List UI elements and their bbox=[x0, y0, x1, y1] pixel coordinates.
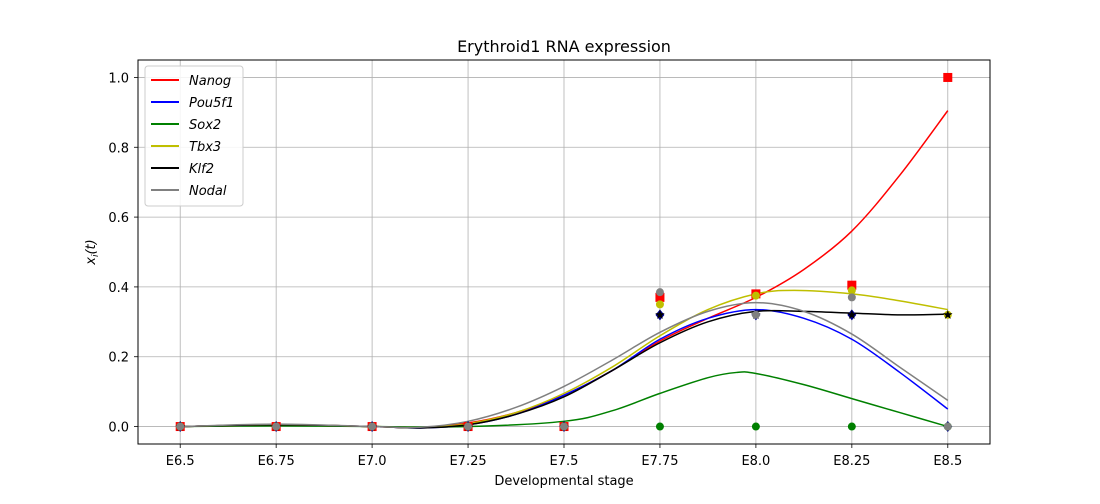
x-tick-label: E7.25 bbox=[449, 454, 486, 469]
x-tick-label: E6.5 bbox=[166, 454, 195, 469]
x-axis-ticks: E6.5 E6.75 E7.0 E7.25 E7.5 E7.75 E8.0 E8.25 E8.5 bbox=[166, 444, 962, 469]
data-point-klf2 bbox=[847, 309, 857, 319]
y-tick-label: 1.0 bbox=[108, 71, 129, 86]
legend-label-tbx3: Tbx3 bbox=[189, 140, 221, 155]
x-tick-label: E7.5 bbox=[550, 454, 579, 469]
legend-label-nanog: Nanog bbox=[189, 74, 231, 89]
data-point-nanog bbox=[943, 72, 953, 82]
y-tick-label: 0.2 bbox=[108, 351, 129, 366]
x-axis-label: Developmental stage bbox=[494, 474, 633, 489]
data-point-nodal bbox=[655, 288, 664, 297]
y-tick-label: 0.0 bbox=[108, 421, 129, 436]
legend: Nanog Pou5f1 Sox2 Tbx3 Klf2 Nodal bbox=[144, 65, 244, 207]
y-axis-label: xi(t) bbox=[84, 239, 101, 265]
data-point-nanog bbox=[655, 292, 665, 302]
data-point-nodal bbox=[176, 422, 185, 431]
data-point-nanog bbox=[847, 280, 857, 290]
y-axis-label-sub: i bbox=[91, 254, 101, 257]
y-tick-label: 0.8 bbox=[108, 141, 129, 156]
data-point-klf2 bbox=[655, 309, 665, 319]
x-tick-label: E7.0 bbox=[358, 454, 387, 469]
x-tick-label: E8.5 bbox=[933, 454, 962, 469]
legend-label-nodal: Nodal bbox=[189, 184, 227, 199]
legend-label-klf2: Klf2 bbox=[189, 162, 214, 177]
y-axis-label-main: x bbox=[84, 257, 99, 266]
y-tick-label: 0.6 bbox=[108, 211, 129, 226]
data-point-nodal bbox=[272, 422, 281, 431]
legend-label-pou5f1: Pou5f1 bbox=[189, 96, 234, 111]
data-point-tbx3 bbox=[751, 291, 760, 300]
x-tick-label: E8.25 bbox=[833, 454, 870, 469]
y-axis-label-tail: (t) bbox=[84, 239, 99, 254]
data-point-nodal bbox=[943, 422, 952, 431]
data-point-nodal bbox=[751, 310, 760, 319]
data-point-nodal bbox=[847, 293, 856, 302]
data-point-sox2 bbox=[751, 422, 760, 431]
x-tick-label: E6.75 bbox=[258, 454, 295, 469]
data-point-nodal bbox=[368, 422, 377, 431]
chart-title: Erythroid1 RNA expression bbox=[457, 37, 671, 56]
data-point-tbx3 bbox=[847, 286, 856, 295]
series-markers bbox=[175, 72, 953, 433]
x-tick-label: E7.75 bbox=[641, 454, 678, 469]
data-point-nodal bbox=[464, 422, 473, 431]
data-point-sox2 bbox=[655, 422, 664, 431]
y-tick-label: 0.4 bbox=[108, 281, 129, 296]
x-tick-label: E8.0 bbox=[741, 454, 770, 469]
data-point-klf2 bbox=[943, 309, 953, 319]
legend-label-sox2: Sox2 bbox=[189, 118, 221, 133]
data-point-nodal bbox=[560, 422, 568, 431]
data-point-tbx3 bbox=[655, 300, 664, 309]
y-axis-ticks: 0.0 0.2 0.4 0.6 0.8 1.0 bbox=[108, 71, 138, 436]
data-point-sox2 bbox=[847, 422, 856, 431]
